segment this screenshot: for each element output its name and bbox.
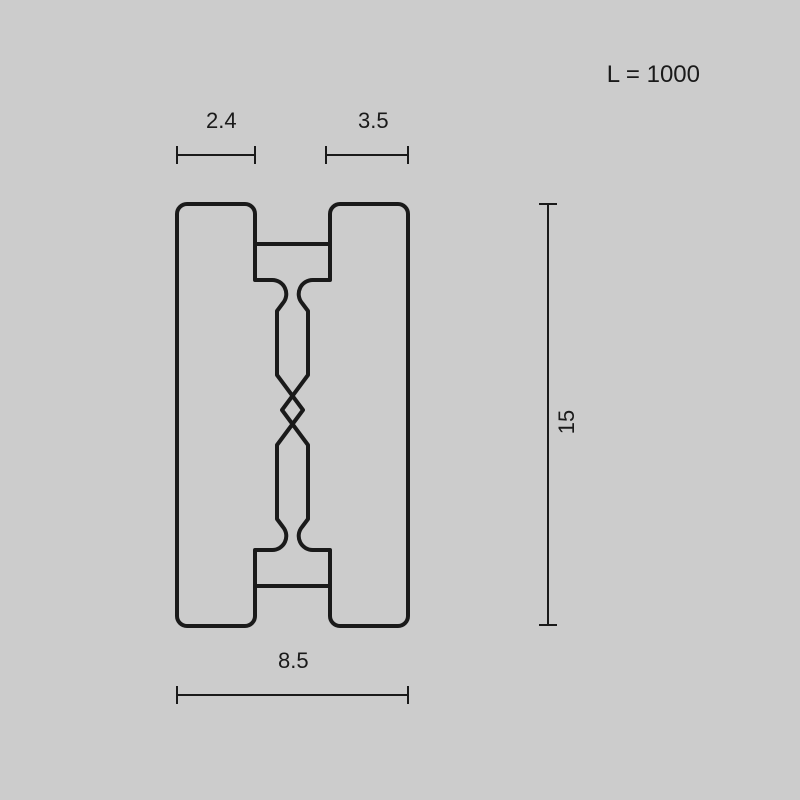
diagram-stage: L = 1000 2.4 3.5 8.5 15 bbox=[0, 0, 800, 800]
dim-label-right: 15 bbox=[554, 410, 579, 434]
dim-label-bottom: 8.5 bbox=[278, 648, 309, 673]
background bbox=[0, 0, 800, 800]
length-label: L = 1000 bbox=[607, 61, 700, 88]
diagram-svg: L = 1000 2.4 3.5 8.5 15 bbox=[0, 0, 800, 800]
dim-label-top_left: 2.4 bbox=[206, 108, 237, 133]
dim-label-top_right: 3.5 bbox=[358, 108, 389, 133]
